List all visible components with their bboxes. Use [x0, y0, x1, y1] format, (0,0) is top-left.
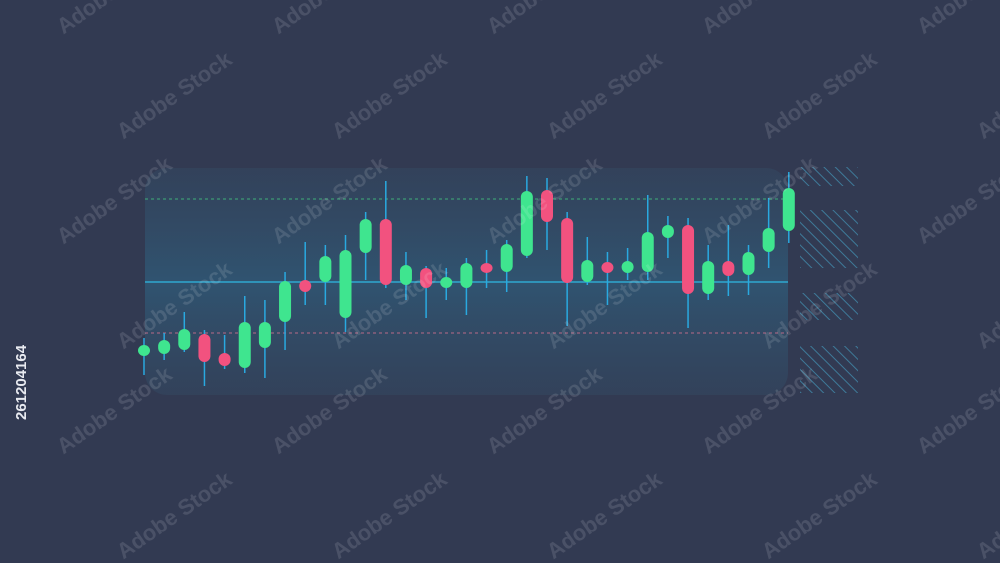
hatch-box: [800, 210, 858, 268]
candle-body: [258, 322, 271, 348]
candle-body: [520, 191, 533, 256]
candle-body: [460, 263, 473, 288]
candle-body: [782, 188, 795, 231]
candle-body: [238, 322, 251, 368]
candle-body: [661, 225, 674, 238]
candle-body: [399, 265, 412, 285]
candle-body: [722, 261, 735, 276]
candle-body: [762, 228, 775, 252]
candle-body: [440, 277, 453, 288]
candle-body: [682, 225, 695, 294]
candle-body: [561, 218, 574, 283]
candle-body: [279, 281, 292, 322]
candle-body: [299, 280, 312, 292]
candle-body: [621, 261, 634, 273]
candle-body: [601, 262, 614, 273]
candle-body: [218, 353, 231, 366]
candle-body: [420, 268, 433, 288]
candle-body: [339, 250, 352, 318]
candle-body: [198, 334, 211, 362]
hatch-box: [800, 293, 858, 320]
candle-body: [581, 260, 594, 282]
stock-id: 261204164: [13, 344, 30, 420]
candle-body: [319, 256, 332, 282]
candle-body: [480, 263, 493, 273]
candle-body: [742, 252, 755, 275]
candle-body: [541, 190, 553, 222]
hatch-box: [800, 167, 858, 186]
candle-body: [178, 329, 191, 350]
candle-body: [359, 219, 372, 253]
candle-body: [138, 345, 150, 356]
hatch-box: [800, 346, 858, 393]
candle-body: [379, 219, 392, 285]
candle-body: [158, 340, 171, 354]
candle-body: [702, 261, 715, 294]
candle-body: [641, 232, 654, 272]
candle-body: [500, 244, 513, 272]
